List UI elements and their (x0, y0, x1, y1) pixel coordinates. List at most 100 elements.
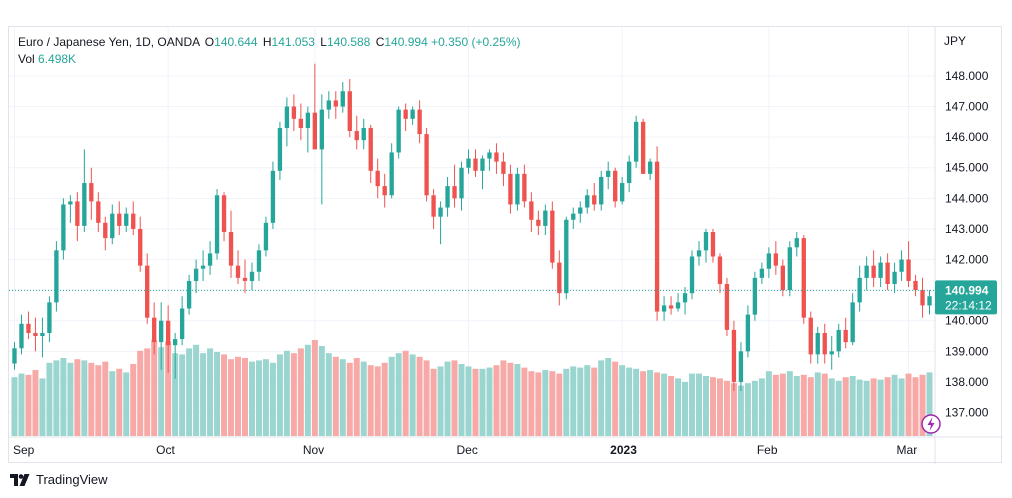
chart-frame[interactable]: 137.000138.000139.000140.000141.000142.0… (8, 26, 1003, 464)
volume-bar (137, 350, 144, 436)
x-tick-label: Nov (303, 443, 324, 457)
candle (214, 189, 220, 260)
time-axis[interactable]: Sep Oct Nov Dec 2023 Feb Mar (13, 443, 917, 457)
candle (731, 320, 737, 392)
candle-body (452, 186, 457, 199)
candle (480, 155, 485, 190)
candle-body (794, 238, 799, 248)
footer-brand[interactable]: TradingView (10, 472, 108, 487)
candle-body (578, 207, 583, 214)
candle-body (920, 290, 925, 306)
candle-body (731, 329, 737, 382)
candle-body (682, 293, 688, 303)
candle (703, 228, 709, 263)
candle (752, 271, 758, 321)
volume-bar (500, 360, 507, 436)
candle-body (33, 332, 38, 337)
candle (291, 94, 297, 132)
candle-body (759, 268, 765, 278)
candle (473, 149, 478, 177)
candle (207, 241, 213, 275)
candle-body (522, 173, 527, 202)
candle-body (689, 256, 695, 294)
volume-bar (207, 348, 214, 436)
candle-body (668, 305, 674, 309)
candle-body (12, 348, 17, 364)
volume-bar (228, 359, 235, 436)
candle-body (480, 158, 485, 171)
candle (654, 146, 660, 321)
candle (571, 207, 576, 229)
candle-body (424, 134, 429, 196)
y-tick-label: 148.000 (945, 69, 989, 83)
candle-body (864, 265, 869, 278)
y-tick-label: 144.000 (945, 191, 989, 205)
candle (361, 118, 366, 150)
candle-body (249, 271, 255, 281)
volume-bar (102, 361, 109, 436)
symbol-title[interactable]: Euro / Japanese Yen, 1D, OANDA (18, 35, 200, 49)
candle (710, 228, 716, 263)
candlestick-chart[interactable]: 137.000138.000139.000140.000141.000142.0… (9, 27, 1003, 464)
volume-bar (479, 368, 486, 436)
candle (682, 287, 688, 315)
candle-body (396, 109, 401, 153)
volume-bar (423, 360, 430, 436)
candle (221, 192, 227, 242)
candle (124, 207, 129, 232)
candle (766, 247, 772, 278)
volume-bar (765, 371, 772, 436)
candle-body (885, 262, 890, 285)
volume-bar (814, 372, 821, 436)
candle-body (808, 317, 813, 355)
volume-bar (255, 360, 262, 436)
volume-bar (493, 365, 500, 436)
candle-body (473, 158, 478, 171)
candle-body (333, 100, 338, 107)
volume-bar (67, 362, 74, 436)
candle (606, 161, 611, 190)
candle (564, 216, 569, 300)
candle-body (843, 329, 848, 343)
volume-bars (11, 340, 933, 436)
low-label: L (320, 35, 327, 49)
candle-body (815, 332, 820, 355)
lightning-icon[interactable] (921, 414, 941, 434)
candle (885, 253, 890, 291)
candle (794, 232, 799, 257)
candle (179, 296, 185, 346)
candle-body (647, 161, 653, 174)
candle-body (319, 109, 324, 150)
y-tick-label: 138.000 (945, 375, 989, 389)
volume-bar (807, 377, 814, 436)
candle-body (626, 161, 632, 184)
volume-bar (25, 374, 32, 436)
chart-legend: Euro / Japanese Yen, 1D, OANDA O140.644 … (18, 34, 521, 68)
candle-body (592, 195, 597, 205)
candle-body (752, 277, 758, 315)
candle-body (466, 158, 471, 168)
volume-bar (276, 354, 283, 436)
candle-body (298, 118, 304, 128)
candle (557, 250, 562, 306)
candle (270, 161, 276, 229)
volume-bar (905, 373, 912, 436)
candle-body (47, 302, 52, 333)
candle-body (745, 314, 751, 352)
candle (103, 216, 108, 251)
volume-bar (402, 350, 409, 436)
y-tick-label: 143.000 (945, 222, 989, 236)
volume-bar (514, 364, 521, 436)
volume-bar (123, 372, 130, 436)
candle (277, 121, 283, 180)
candle (256, 244, 262, 281)
candle-body (270, 170, 276, 223)
candle (75, 192, 80, 242)
volume-bar (647, 370, 654, 436)
candle (529, 192, 534, 232)
volume-bar (793, 376, 800, 436)
candle-body (138, 228, 143, 266)
volume-label[interactable]: Vol (18, 52, 35, 66)
price-axis[interactable]: 137.000138.000139.000140.000141.000142.0… (945, 69, 989, 420)
volume-bar (221, 354, 228, 436)
